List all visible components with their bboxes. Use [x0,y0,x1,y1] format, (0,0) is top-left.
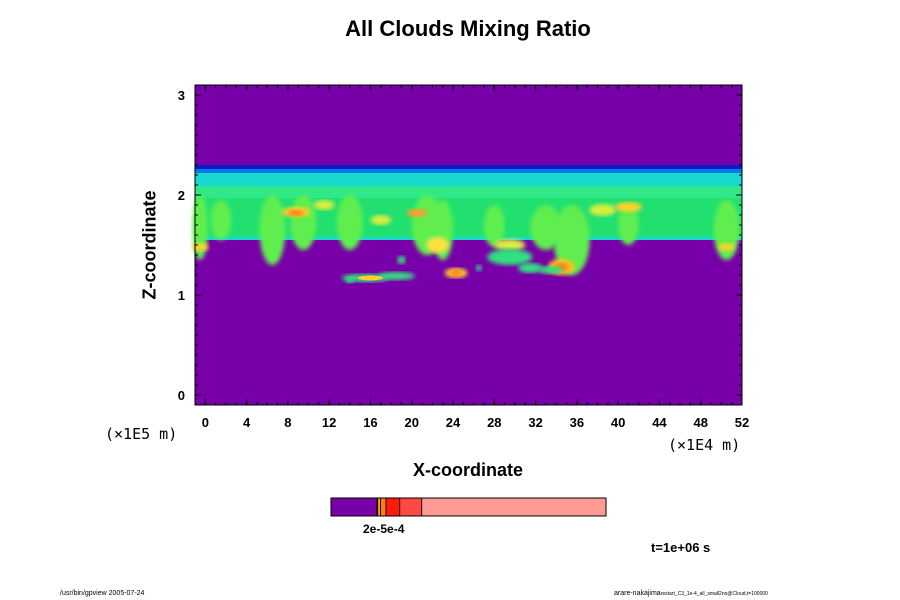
cloud-top-blue [195,169,742,174]
y-tick-label: 3 [178,88,185,103]
x-tick-label: 20 [405,415,419,430]
colorbar-segment [380,497,387,517]
cloud-hotspot [406,209,428,217]
y-axis: 0 1 2 3 [178,88,742,403]
x-tick-label: 48 [693,415,707,430]
colorbar-tick-label: 2e-5e-4 [363,522,405,536]
cloud-hotspot [589,204,617,216]
cloud-plume [553,205,590,275]
x-multiplier-label: (×1E4 m) [668,436,741,454]
cloud-hotspot [287,210,305,216]
x-tick-label: 0 [202,415,209,430]
colorbar [330,497,607,517]
footer-right: arare-nakajimarestart_C3_1e-4_all_small2… [614,590,768,597]
x-tick-label: 44 [652,415,667,430]
x-tick-label: 28 [487,415,501,430]
footer-right-name: arare-nakajima [614,590,661,597]
x-axis-label: X-coordinate [412,460,523,480]
cloud-plume [483,205,505,247]
cloud-layer [191,165,742,283]
cloud-plume [210,200,232,240]
x-tick-label: 12 [322,415,336,430]
low-cloud [475,265,482,271]
low-cloud [377,272,415,280]
colorbar-segment [377,497,381,517]
x-tick-label: 24 [446,415,461,430]
x-tick-label: 36 [570,415,584,430]
colorbar-segment [399,497,423,517]
colorbar-segment [385,497,401,517]
cloud-bottom-edge [195,237,742,240]
x-axis: 0 4 8 12 16 20 24 28 32 36 40 44 48 52 [202,85,749,430]
low-cloud [518,263,543,273]
footer-left: /usr/bin/gpview 2005-07-24 [60,590,145,597]
x-tick-label: 32 [528,415,542,430]
low-cloud [345,277,354,283]
cloud-plume [259,195,286,265]
footer-right-detail: restart_C3_1e-4_all_small2no@Cloud,t=100… [660,591,768,597]
cloud-hotspot [191,243,209,251]
x-tick-label: 40 [611,415,625,430]
y-tick-label: 2 [178,188,185,203]
y-multiplier-label: (×1E5 m) [105,425,178,443]
chart-title: All Clouds Mixing Ratio [345,16,591,41]
cloud-hotspot [313,200,335,210]
low-cloud-core [358,275,383,281]
colorbar-segment [330,497,378,517]
colorbar-frame [330,497,607,517]
cloud-plume [618,205,639,245]
x-tick-label: 16 [363,415,377,430]
cloud-hotspot [494,239,526,251]
cloud-hotspot [426,237,449,253]
cloud-top-edge [195,165,742,170]
cloud-plume [290,195,317,250]
low-cloud [397,256,406,264]
colorbar-segment [421,497,607,517]
cloud-plume [336,195,363,250]
cloud-hotspot [449,270,463,276]
cloud-plume [530,205,562,250]
low-cloud [487,249,533,265]
x-tick-label: 52 [735,415,749,430]
cloud-hotspot [615,202,642,212]
y-axis-label: Z-coordinate [139,190,160,300]
cloud-upper-cyan [195,173,742,187]
x-tick-label: 4 [243,415,251,430]
y-tick-label: 1 [178,288,185,303]
low-cloud [538,266,564,274]
x-tick-label: 8 [284,415,291,430]
cloud-hotspot [718,243,735,251]
plot-background [195,85,742,405]
cloud-hotspot [370,215,392,225]
y-tick-label: 0 [178,388,185,403]
cloud-upper-green [195,186,742,198]
time-annotation: t=1e+06 s [651,540,711,555]
